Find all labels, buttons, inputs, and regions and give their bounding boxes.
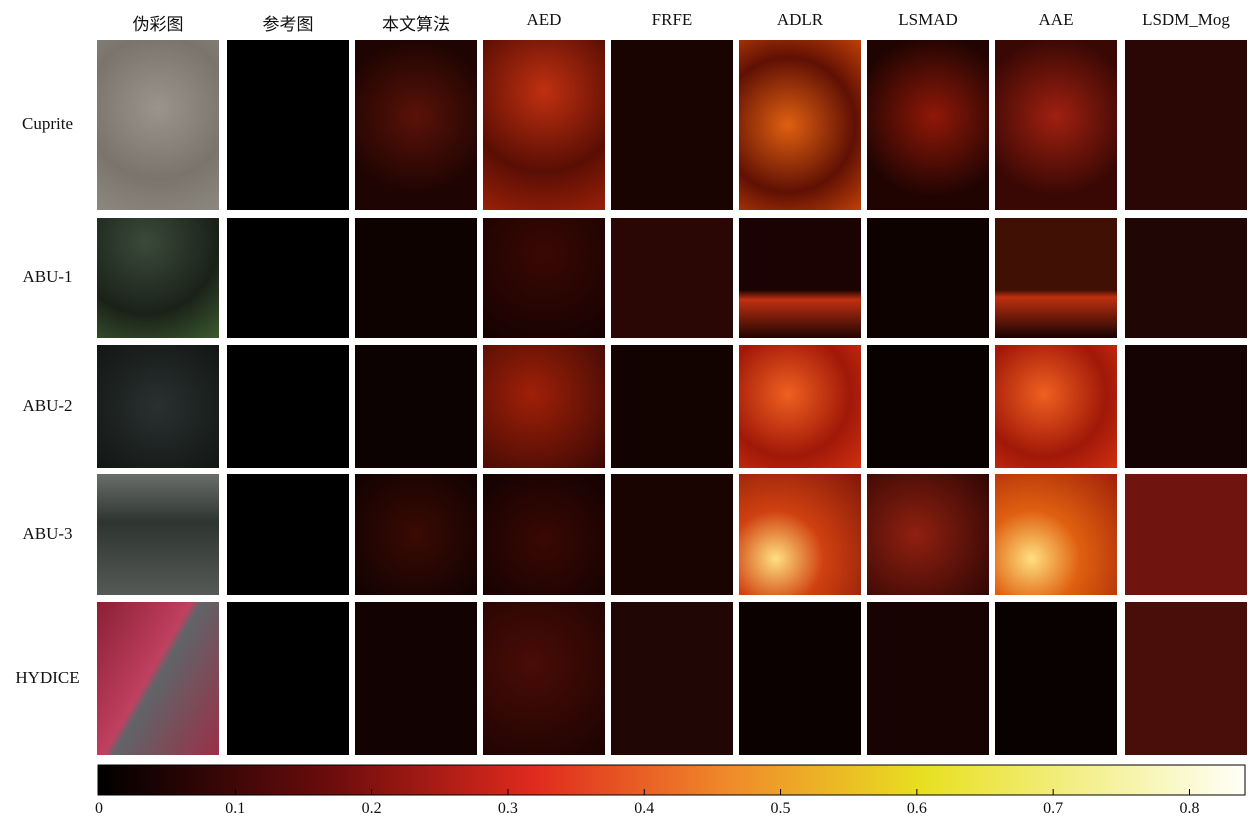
row-label: HYDICE [15, 667, 80, 687]
column-header: ADLR [776, 10, 824, 29]
result-image [867, 218, 989, 338]
result-image [867, 40, 989, 210]
result-image [1125, 218, 1247, 338]
row-label: ABU-1 [22, 267, 73, 286]
result-image [1125, 474, 1247, 595]
tick-label: 0.8 [1179, 800, 1200, 817]
result-image [483, 602, 605, 755]
result-image [227, 602, 349, 755]
result-image [995, 218, 1117, 338]
result-image [1125, 345, 1247, 468]
result-image [995, 345, 1117, 468]
row-label: Cuprite [22, 114, 73, 133]
tick-label: 0 [95, 800, 103, 817]
row-label: ABU-2 [22, 395, 73, 415]
result-image [483, 345, 605, 468]
result-image [355, 345, 477, 468]
tick-label: 0.1 [225, 800, 246, 817]
tick-label: 0.5 [770, 800, 791, 817]
result-image [995, 474, 1117, 595]
result-image [739, 40, 861, 210]
column-header: 参考图 [262, 15, 314, 34]
column-header: AED [526, 10, 562, 29]
column-header: AAE [1038, 10, 1074, 29]
result-image [867, 345, 989, 468]
result-image [867, 474, 989, 595]
result-image [97, 345, 219, 468]
result-image [355, 40, 477, 210]
result-image [97, 602, 219, 755]
column-header: 本文算法 [382, 15, 450, 34]
column-header: 伪彩图 [132, 15, 184, 34]
result-image [227, 40, 349, 210]
result-image [483, 474, 605, 595]
result-image [739, 602, 861, 755]
result-image [483, 218, 605, 338]
tick-label: 0.3 [497, 800, 518, 817]
result-image [355, 602, 477, 755]
row-label: ABU-3 [22, 523, 73, 543]
result-image [995, 602, 1117, 755]
tick-label: 0.7 [1043, 800, 1064, 817]
result-image [611, 474, 733, 595]
column-header: LSDM_Mog [1142, 10, 1230, 29]
result-image [227, 345, 349, 468]
tick-label: 0.2 [361, 800, 382, 817]
result-image [97, 218, 219, 338]
tick-label: 0.6 [906, 800, 927, 817]
result-image [355, 474, 477, 595]
result-image [739, 345, 861, 468]
tick-label: 0.4 [634, 800, 655, 817]
result-image [97, 474, 219, 595]
column-header: LSMAD [898, 10, 958, 29]
result-image [227, 474, 349, 595]
column-header: FRFE [651, 10, 693, 29]
result-image [611, 40, 733, 210]
result-image [97, 40, 219, 210]
result-image [611, 345, 733, 468]
result-image [1125, 40, 1247, 210]
result-image [995, 40, 1117, 210]
colorbar [97, 764, 1246, 796]
result-image [611, 602, 733, 755]
result-image [1125, 602, 1247, 755]
result-image [483, 40, 605, 210]
result-image [739, 218, 861, 338]
result-image [355, 218, 477, 338]
result-image [867, 602, 989, 755]
result-image [739, 474, 861, 595]
result-image [611, 218, 733, 338]
result-image [227, 218, 349, 338]
